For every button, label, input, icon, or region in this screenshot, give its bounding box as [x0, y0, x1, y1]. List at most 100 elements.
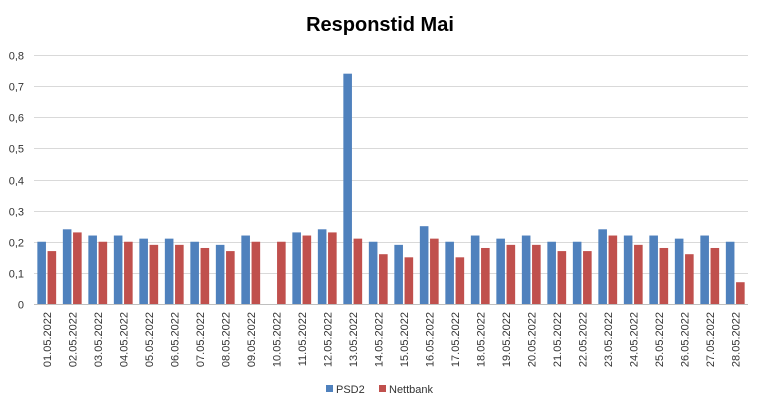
x-tick-label: 15.05.2022: [399, 312, 411, 367]
bar-nettbank-28.05.2022: [736, 282, 745, 304]
y-tick-label: 0: [18, 300, 24, 312]
x-tick-label: 20.05.2022: [526, 312, 538, 367]
bar-nettbank-18.05.2022: [481, 247, 490, 304]
bar-psd2-07.05.2022: [190, 241, 199, 304]
x-tick-label: 19.05.2022: [501, 312, 513, 367]
legend-swatch-nettbank: [379, 385, 386, 392]
bar-nettbank-21.05.2022: [557, 251, 567, 304]
x-tick-label: 18.05.2022: [475, 312, 487, 367]
y-tick-label: 0,5: [9, 144, 24, 156]
bar-psd2-19.05.2022: [496, 238, 505, 304]
bar-psd2-26.05.2022: [674, 238, 684, 304]
x-tick-label: 06.05.2022: [169, 312, 181, 367]
bar-psd2-14.05.2022: [368, 241, 378, 304]
x-tick-label: 04.05.2022: [118, 312, 130, 367]
x-tick-label: 23.05.2022: [603, 312, 615, 367]
bar-psd2-23.05.2022: [598, 229, 607, 304]
bar-psd2-03.05.2022: [88, 235, 97, 304]
bar-psd2-17.05.2022: [445, 241, 454, 304]
bar-nettbank-04.05.2022: [124, 241, 133, 304]
bar-nettbank-15.05.2022: [404, 257, 414, 304]
y-tick-label: 0,1: [9, 269, 24, 281]
bar-nettbank-01.05.2022: [47, 251, 57, 304]
bar-psd2-27.05.2022: [700, 235, 709, 304]
x-tick-label: 10.05.2022: [271, 312, 283, 367]
x-tick-label: 26.05.2022: [679, 312, 691, 367]
bar-nettbank-19.05.2022: [506, 244, 516, 304]
bar-psd2-21.05.2022: [547, 241, 556, 304]
y-tick-label: 0,3: [9, 207, 24, 219]
bar-nettbank-03.05.2022: [98, 241, 108, 304]
legend-swatch-psd2: [326, 385, 333, 392]
x-tick-label: 07.05.2022: [195, 312, 207, 367]
bar-psd2-15.05.2022: [394, 244, 403, 304]
bar-psd2-20.05.2022: [521, 235, 531, 304]
bar-nettbank-08.05.2022: [226, 251, 235, 304]
y-tick-label: 0,7: [9, 82, 24, 94]
bar-nettbank-13.05.2022: [353, 238, 363, 304]
x-tick-label: 21.05.2022: [552, 312, 564, 367]
x-tick-label: 01.05.2022: [42, 312, 54, 367]
x-tick-label: 28.05.2022: [730, 312, 742, 367]
legend-label: PSD2: [336, 384, 365, 396]
x-tick-label: 05.05.2022: [144, 312, 156, 367]
legend-label: Nettbank: [389, 384, 434, 396]
chart-title: Responstid Mai: [306, 14, 454, 36]
y-axis: 0 0,1 0,2 0,3 0,4 0,5 0,6 0,7 0,8: [9, 51, 24, 312]
bar-psd2-09.05.2022: [241, 235, 250, 304]
bar-nettbank-12.05.2022: [328, 232, 337, 304]
bar-psd2-08.05.2022: [215, 244, 225, 304]
y-tick-label: 0,6: [9, 113, 24, 125]
bar-nettbank-26.05.2022: [685, 254, 694, 304]
bar-nettbank-25.05.2022: [659, 247, 669, 304]
bar-psd2-13.05.2022: [343, 73, 352, 305]
x-tick-label: 22.05.2022: [577, 312, 589, 367]
bar-nettbank-23.05.2022: [608, 235, 618, 304]
bars: [37, 73, 745, 305]
x-tick-label: 11.05.2022: [297, 312, 309, 366]
bar-psd2-24.05.2022: [623, 235, 633, 304]
bar-nettbank-10.05.2022: [277, 241, 286, 304]
bar-psd2-25.05.2022: [649, 235, 658, 304]
bar-nettbank-22.05.2022: [583, 251, 592, 304]
bar-psd2-12.05.2022: [317, 229, 327, 304]
bar-nettbank-09.05.2022: [251, 241, 261, 304]
bar-nettbank-02.05.2022: [73, 232, 82, 304]
x-tick-label: 09.05.2022: [246, 312, 258, 367]
bar-nettbank-16.05.2022: [430, 238, 439, 304]
bar-nettbank-17.05.2022: [455, 257, 465, 304]
x-tick-label: 02.05.2022: [67, 312, 79, 367]
bar-psd2-02.05.2022: [62, 229, 72, 304]
x-tick-label: 25.05.2022: [654, 312, 666, 367]
bar-psd2-05.05.2022: [139, 238, 148, 304]
legend: PSD2 Nettbank: [326, 384, 434, 396]
x-tick-label: 12.05.2022: [322, 312, 334, 367]
bar-nettbank-20.05.2022: [532, 244, 541, 304]
bar-nettbank-27.05.2022: [710, 247, 720, 304]
bar-psd2-22.05.2022: [572, 241, 582, 304]
bar-nettbank-24.05.2022: [634, 244, 643, 304]
bar-psd2-28.05.2022: [725, 241, 735, 304]
x-tick-label: 03.05.2022: [93, 312, 105, 367]
x-tick-label: 08.05.2022: [220, 312, 232, 367]
bar-nettbank-14.05.2022: [379, 254, 388, 304]
x-tick-label: 14.05.2022: [373, 312, 385, 367]
bar-psd2-01.05.2022: [37, 241, 46, 304]
x-tick-label: 16.05.2022: [424, 312, 436, 367]
bar-psd2-16.05.2022: [419, 226, 429, 304]
bar-nettbank-05.05.2022: [149, 244, 159, 304]
bar-psd2-18.05.2022: [470, 235, 480, 304]
x-tick-label: 27.05.2022: [705, 312, 717, 367]
y-tick-label: 0,4: [9, 176, 24, 188]
x-tick-label: 17.05.2022: [450, 312, 462, 367]
x-axis: 01.05.2022 02.05.2022 03.05.2022 04.05.2022…: [34, 304, 748, 367]
y-tick-label: 0,2: [9, 238, 24, 250]
bar-nettbank-11.05.2022: [302, 235, 312, 304]
y-tick-label: 0,8: [9, 51, 24, 63]
bar-psd2-11.05.2022: [292, 232, 301, 304]
bar-nettbank-06.05.2022: [175, 244, 184, 304]
bar-psd2-06.05.2022: [164, 238, 174, 304]
x-tick-label: 13.05.2022: [348, 312, 360, 367]
